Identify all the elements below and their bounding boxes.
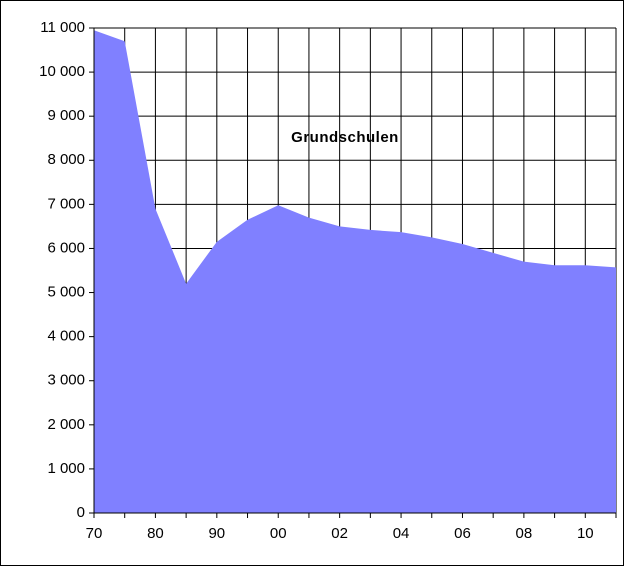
plot xyxy=(94,30,616,513)
x-tick-label: 06 xyxy=(454,525,471,542)
x-tick-label: 90 xyxy=(208,525,225,542)
x-tick-label: 10 xyxy=(577,525,594,542)
x-tick-label: 04 xyxy=(393,525,410,542)
y-tick-label: 8 000 xyxy=(47,151,85,168)
x-tick-label: 70 xyxy=(86,525,103,542)
area xyxy=(94,30,616,513)
y-tick-label: 5 000 xyxy=(47,284,85,301)
y-tick-label: 1 000 xyxy=(47,460,85,477)
x-tick-label: 00 xyxy=(270,525,287,542)
y-tick-label: 2 000 xyxy=(47,416,85,433)
y-tick-label: 6 000 xyxy=(47,239,85,256)
y-tick-label: 0 xyxy=(77,504,85,521)
y-tick-label: 4 000 xyxy=(47,328,85,345)
y-tick-label: 11 000 xyxy=(40,19,85,36)
y-tick-label: 9 000 xyxy=(47,107,85,124)
y-tick-label: 10 000 xyxy=(39,63,85,80)
y-tick-label: 3 000 xyxy=(47,372,85,389)
x-tick-label: 02 xyxy=(331,525,348,542)
x-tick-label: 80 xyxy=(147,525,164,542)
chart-title: Grundschulen xyxy=(291,129,399,146)
x-tick-label: 08 xyxy=(516,525,533,542)
y-tick-label: 7 000 xyxy=(47,195,85,212)
